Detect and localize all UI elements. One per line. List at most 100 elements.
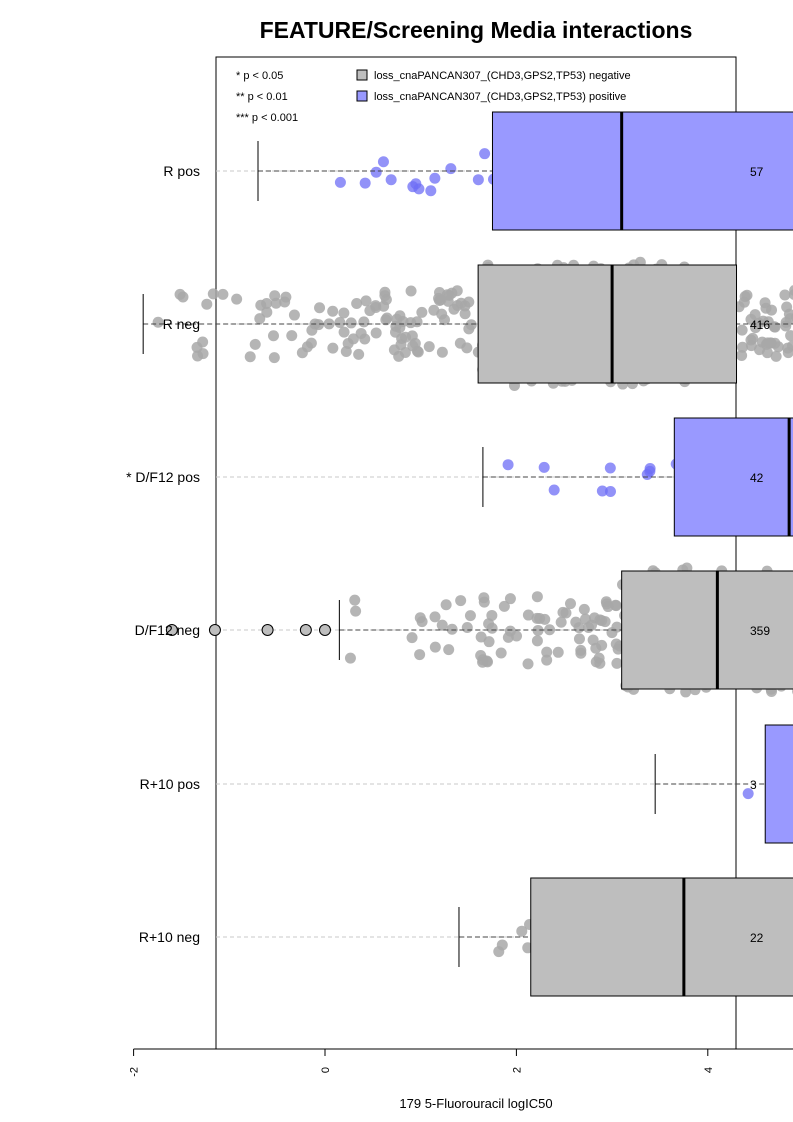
data-point	[511, 630, 523, 642]
data-point	[531, 591, 543, 603]
group-count: 416	[750, 318, 770, 332]
data-point	[197, 348, 209, 360]
significance-legend-item: * p < 0.05	[236, 70, 283, 82]
data-point	[399, 346, 411, 358]
data-points	[152, 128, 793, 960]
data-point	[736, 324, 748, 336]
data-point	[464, 610, 476, 622]
data-point	[745, 313, 757, 325]
group-count: 42	[750, 471, 764, 485]
data-point	[747, 332, 759, 344]
data-point	[400, 331, 412, 343]
legend-swatch	[356, 69, 368, 81]
box-negative	[530, 877, 793, 997]
box-negative	[477, 264, 738, 384]
data-point	[254, 313, 266, 325]
data-point	[475, 631, 487, 643]
data-point	[428, 304, 440, 316]
data-point	[207, 288, 219, 300]
outlier-point	[261, 624, 274, 636]
data-point	[604, 485, 616, 497]
data-point	[385, 174, 397, 186]
data-point	[461, 342, 473, 354]
data-point	[611, 657, 623, 669]
data-point	[785, 330, 793, 342]
data-point	[152, 316, 164, 328]
data-point	[344, 652, 356, 664]
data-point	[461, 622, 473, 634]
legend-swatch	[356, 90, 368, 102]
data-point	[455, 595, 467, 607]
data-point	[406, 632, 418, 644]
data-point	[555, 616, 567, 628]
data-point	[370, 327, 382, 339]
data-point	[575, 647, 587, 659]
x-tick-label: -2	[129, 1067, 141, 1077]
data-point	[766, 304, 778, 316]
data-point	[381, 312, 393, 324]
data-point	[414, 649, 426, 661]
data-point	[364, 305, 376, 317]
data-point	[486, 609, 498, 621]
data-point	[436, 346, 448, 358]
data-point	[541, 654, 553, 666]
box-negative	[621, 570, 793, 690]
data-point	[531, 635, 543, 647]
group-labels: R pos 57 R neg 416 * D/F12 pos 42 D/F12 neg 359…	[126, 163, 770, 945]
data-point	[557, 606, 569, 618]
data-point	[340, 346, 352, 358]
data-point	[768, 321, 780, 333]
data-point	[360, 295, 372, 307]
data-point	[338, 307, 350, 319]
data-point	[786, 340, 793, 352]
data-point	[407, 340, 419, 352]
data-point	[270, 297, 282, 309]
data-point	[414, 612, 426, 624]
data-point	[301, 341, 313, 353]
data-point	[174, 288, 186, 300]
data-point	[789, 285, 793, 296]
data-point	[249, 338, 261, 350]
data-point	[327, 342, 339, 354]
data-point	[750, 322, 762, 334]
data-point	[596, 485, 608, 497]
box-positive	[764, 724, 793, 844]
data-point	[602, 601, 614, 613]
data-point	[353, 348, 365, 360]
data-point	[334, 317, 346, 329]
data-point	[641, 468, 653, 480]
data-point	[570, 616, 582, 628]
data-point	[345, 317, 357, 329]
data-point	[217, 288, 229, 300]
outlier-point	[299, 624, 312, 636]
data-point	[378, 300, 390, 312]
data-point	[586, 619, 598, 631]
significance-legend-item: ** p < 0.01	[236, 91, 288, 103]
x-tick-label: 4	[703, 1067, 715, 1073]
legend: * p < 0.05 ** p < 0.01 *** p < 0.001 loss_c…	[236, 69, 631, 124]
data-point	[261, 306, 273, 318]
data-point	[327, 305, 339, 317]
outlier-point	[165, 624, 178, 636]
data-point	[483, 618, 495, 630]
group-count: 57	[750, 165, 764, 179]
data-point	[440, 599, 452, 611]
data-point	[358, 316, 370, 328]
data-point	[765, 337, 777, 349]
data-point	[390, 320, 402, 332]
x-axis-label: 179 5-Fluorouracil logIC50	[399, 1096, 552, 1111]
data-point	[590, 642, 602, 654]
data-point	[611, 621, 623, 633]
data-point	[504, 593, 516, 605]
data-point	[498, 600, 510, 612]
data-point	[610, 638, 622, 650]
data-point	[472, 174, 484, 186]
x-tick-label: 0	[320, 1067, 332, 1073]
data-point	[359, 177, 371, 189]
data-point	[780, 320, 792, 332]
data-point	[587, 634, 599, 646]
data-point	[244, 351, 256, 363]
data-point	[531, 612, 543, 624]
group-label: R+10 neg	[139, 929, 200, 945]
